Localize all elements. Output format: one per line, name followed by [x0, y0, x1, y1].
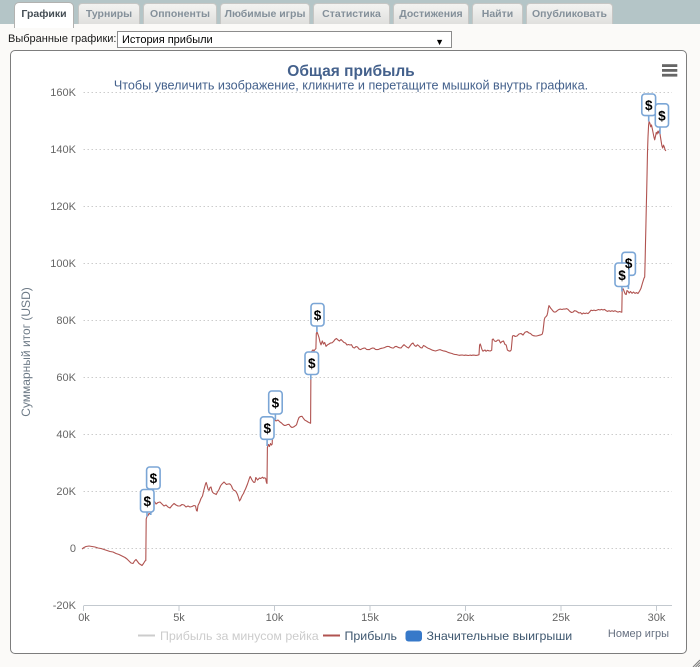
svg-text:$: $	[658, 108, 666, 123]
svg-text:Номер игры: Номер игры	[608, 628, 669, 640]
svg-text:25k: 25k	[552, 612, 570, 624]
svg-text:30k: 30k	[648, 612, 666, 624]
svg-text:$: $	[645, 98, 653, 113]
svg-text:Прибыль: Прибыль	[345, 629, 397, 643]
svg-text:$: $	[272, 396, 280, 411]
svg-text:Прибыль за минусом рейка: Прибыль за минусом рейка	[160, 629, 319, 643]
svg-text:5k: 5k	[173, 612, 185, 624]
svg-text:80K: 80K	[56, 315, 76, 327]
svg-text:$: $	[314, 308, 322, 323]
svg-text:$: $	[618, 268, 626, 283]
svg-text:140K: 140K	[50, 144, 76, 156]
svg-text:-20K: -20K	[53, 600, 77, 612]
svg-text:$: $	[263, 421, 271, 436]
svg-text:Значительные выигрыши: Значительные выигрыши	[427, 629, 573, 643]
svg-text:100K: 100K	[50, 258, 76, 270]
svg-text:40K: 40K	[56, 429, 76, 441]
svg-text:120K: 120K	[50, 201, 76, 213]
svg-text:0: 0	[70, 543, 76, 555]
svg-text:20k: 20k	[457, 612, 475, 624]
svg-text:$: $	[308, 356, 316, 371]
svg-text:Чтобы увеличить изображение, к: Чтобы увеличить изображение, кликните и …	[114, 79, 588, 93]
svg-text:60K: 60K	[56, 372, 76, 384]
svg-text:$: $	[625, 256, 633, 271]
svg-text:20K: 20K	[56, 486, 76, 498]
svg-text:15k: 15k	[361, 612, 379, 624]
svg-text:160K: 160K	[50, 87, 76, 99]
svg-text:Общая прибыль: Общая прибыль	[287, 63, 414, 80]
svg-text:Суммарный итог (USD): Суммарный итог (USD)	[19, 287, 33, 416]
svg-text:$: $	[143, 494, 151, 509]
svg-text:0k: 0k	[78, 612, 90, 624]
svg-text:$: $	[150, 471, 158, 486]
svg-text:10k: 10k	[266, 612, 284, 624]
